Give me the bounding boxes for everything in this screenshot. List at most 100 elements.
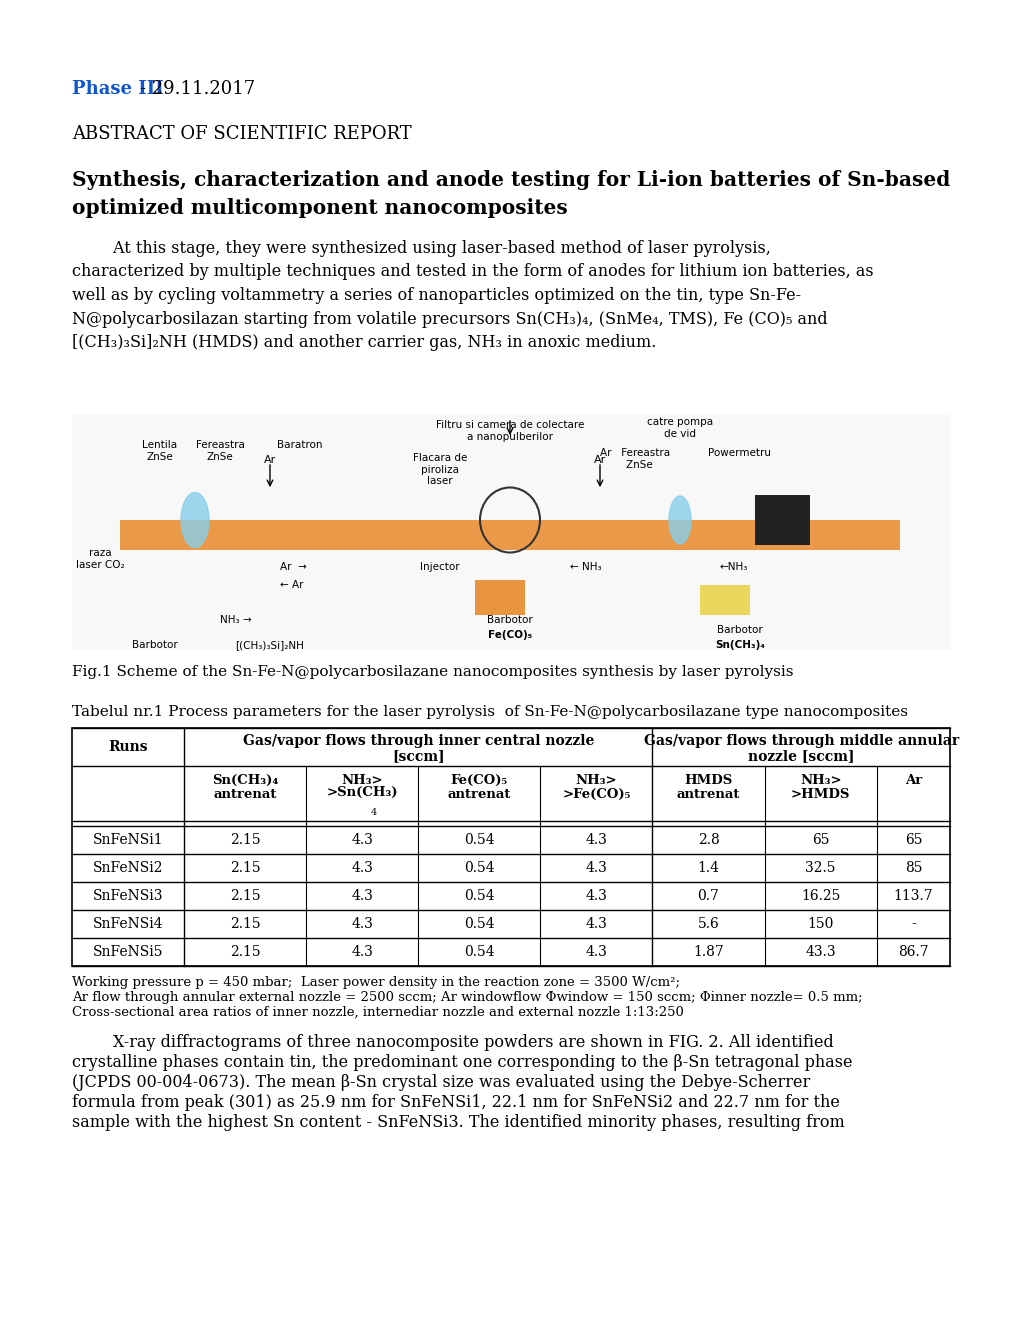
Text: ←NH₃: ←NH₃ bbox=[719, 562, 748, 572]
Text: Fe(CO)₅: Fe(CO)₅ bbox=[487, 630, 532, 640]
Text: 65: 65 bbox=[811, 833, 828, 847]
Text: SnFeNSi3: SnFeNSi3 bbox=[93, 888, 163, 903]
Text: Ar: Ar bbox=[904, 774, 921, 787]
Text: optimized multicomponent nanocomposites: optimized multicomponent nanocomposites bbox=[72, 198, 568, 218]
Text: 5.6: 5.6 bbox=[697, 917, 718, 931]
Text: ← Ar: ← Ar bbox=[280, 579, 304, 590]
Text: Runs: Runs bbox=[108, 741, 148, 754]
Text: X-ray diffractograms of three nanocomposite powders are shown in FIG. 2. All ide: X-ray diffractograms of three nanocompos… bbox=[72, 1034, 833, 1051]
Text: 2.15: 2.15 bbox=[229, 861, 260, 875]
Text: [(CH₃)₃Si]₂NH: [(CH₃)₃Si]₂NH bbox=[235, 640, 304, 649]
Text: Filtru si camera de colectare
a nanopulberilor: Filtru si camera de colectare a nanopulb… bbox=[435, 420, 584, 442]
Text: SnFeNSi1: SnFeNSi1 bbox=[93, 833, 163, 847]
Text: antrenat: antrenat bbox=[213, 788, 276, 801]
Text: 0.54: 0.54 bbox=[464, 861, 494, 875]
Text: Sn(CH₃)₄: Sn(CH₃)₄ bbox=[714, 640, 764, 649]
Text: 32.5: 32.5 bbox=[805, 861, 836, 875]
Text: Injector: Injector bbox=[420, 562, 460, 572]
Text: Baratron: Baratron bbox=[277, 440, 322, 450]
Text: 4.3: 4.3 bbox=[351, 861, 373, 875]
Ellipse shape bbox=[180, 492, 209, 548]
Text: >Fe(CO)₅: >Fe(CO)₅ bbox=[561, 788, 630, 801]
Text: 113.7: 113.7 bbox=[893, 888, 932, 903]
Text: Ar: Ar bbox=[264, 455, 276, 465]
Text: 1.4: 1.4 bbox=[697, 861, 718, 875]
Text: Powermetru: Powermetru bbox=[708, 447, 770, 458]
Text: Gas/vapor flows through middle annular: Gas/vapor flows through middle annular bbox=[643, 734, 958, 748]
Bar bbox=[475, 579, 525, 615]
Text: sample with the highest Sn content - SnFeNSi3. The identified minority phases, r: sample with the highest Sn content - SnF… bbox=[72, 1114, 844, 1131]
Text: Barbotor: Barbotor bbox=[716, 624, 762, 635]
Text: 43.3: 43.3 bbox=[805, 945, 836, 960]
Text: NH₃>: NH₃> bbox=[341, 774, 383, 787]
Text: At this stage, they were synthesized using laser-based method of laser pyrolysis: At this stage, they were synthesized usi… bbox=[72, 240, 872, 351]
Text: SnFeNSi4: SnFeNSi4 bbox=[93, 917, 163, 931]
Text: antrenat: antrenat bbox=[677, 788, 740, 801]
Text: [sccm]: [sccm] bbox=[391, 748, 444, 763]
Text: raza
laser CO₂: raza laser CO₂ bbox=[75, 548, 124, 570]
Text: Barbotor: Barbotor bbox=[487, 615, 532, 624]
Text: SnFeNSi2: SnFeNSi2 bbox=[93, 861, 163, 875]
Text: Ar flow through annular external nozzle = 2500 sccm; Ar windowflow Φwindow = 150: Ar flow through annular external nozzle … bbox=[72, 991, 862, 1005]
Text: 2.15: 2.15 bbox=[229, 917, 260, 931]
Ellipse shape bbox=[668, 496, 690, 544]
Text: Fig.1 Scheme of the Sn-Fe-N@polycarbosilazane nanocomposites synthesis by laser : Fig.1 Scheme of the Sn-Fe-N@polycarbosil… bbox=[72, 665, 793, 678]
Text: Ar: Ar bbox=[593, 455, 605, 465]
Text: 4.3: 4.3 bbox=[351, 833, 373, 847]
Bar bbox=[72, 729, 949, 966]
Text: 4.3: 4.3 bbox=[351, 917, 373, 931]
Text: 4.3: 4.3 bbox=[585, 888, 606, 903]
Text: 0.7: 0.7 bbox=[697, 888, 718, 903]
Text: 16.25: 16.25 bbox=[800, 888, 840, 903]
Bar bbox=[72, 414, 949, 649]
Text: Tabelul nr.1 Process parameters for the laser pyrolysis  of Sn-Fe-N@polycarbosil: Tabelul nr.1 Process parameters for the … bbox=[72, 705, 907, 719]
Text: 2.15: 2.15 bbox=[229, 833, 260, 847]
Text: Synthesis, characterization and anode testing for Li-ion batteries of Sn-based: Synthesis, characterization and anode te… bbox=[72, 170, 950, 190]
Text: NH₃>: NH₃> bbox=[799, 774, 841, 787]
Text: Phase III: Phase III bbox=[72, 81, 164, 98]
Text: Working pressure p = 450 mbar;  Laser power density in the reaction zone = 3500 : Working pressure p = 450 mbar; Laser pow… bbox=[72, 975, 680, 989]
Text: Gas/vapor flows through inner central nozzle: Gas/vapor flows through inner central no… bbox=[243, 734, 593, 748]
Text: HMDS: HMDS bbox=[684, 774, 732, 787]
Text: 86.7: 86.7 bbox=[897, 945, 928, 960]
Text: Flacara de
piroliza
laser: Flacara de piroliza laser bbox=[413, 453, 467, 486]
Text: catre pompa
de vid: catre pompa de vid bbox=[646, 417, 712, 438]
Text: 2.8: 2.8 bbox=[697, 833, 718, 847]
Bar bbox=[754, 495, 809, 545]
Text: formula from peak (301) as 25.9 nm for SnFeNSi1, 22.1 nm for SnFeNSi2 and 22.7 n: formula from peak (301) as 25.9 nm for S… bbox=[72, 1094, 839, 1111]
Text: Barbotor: Barbotor bbox=[132, 640, 177, 649]
Text: 4: 4 bbox=[371, 808, 377, 817]
Bar bbox=[699, 585, 749, 615]
Text: 4.3: 4.3 bbox=[585, 917, 606, 931]
Text: 2.15: 2.15 bbox=[229, 945, 260, 960]
Text: 0.54: 0.54 bbox=[464, 917, 494, 931]
Text: 150: 150 bbox=[807, 917, 834, 931]
Text: (JCPDS 00-004-0673). The mean β-Sn crystal size was evaluated using the Debye-Sc: (JCPDS 00-004-0673). The mean β-Sn cryst… bbox=[72, 1074, 809, 1092]
Text: 4.3: 4.3 bbox=[585, 861, 606, 875]
Text: Cross-sectional area ratios of inner nozzle, internediar nozzle and external noz: Cross-sectional area ratios of inner noz… bbox=[72, 1006, 683, 1019]
Text: 4.3: 4.3 bbox=[351, 945, 373, 960]
Text: Sn(CH₃)₄: Sn(CH₃)₄ bbox=[212, 774, 278, 787]
Text: antrenat: antrenat bbox=[447, 788, 511, 801]
Text: 0.54: 0.54 bbox=[464, 888, 494, 903]
Text: Ar   Fereastra
        ZnSe: Ar Fereastra ZnSe bbox=[599, 447, 669, 470]
Text: >Sn(CH₃): >Sn(CH₃) bbox=[326, 785, 397, 799]
Text: NH₃>: NH₃> bbox=[575, 774, 616, 787]
Text: ABSTRACT OF SCIENTIFIC REPORT: ABSTRACT OF SCIENTIFIC REPORT bbox=[72, 125, 412, 143]
Text: nozzle [sccm]: nozzle [sccm] bbox=[747, 748, 854, 763]
Text: Fe(CO)₅: Fe(CO)₅ bbox=[450, 774, 507, 787]
Text: 65: 65 bbox=[904, 833, 921, 847]
Bar bbox=[120, 520, 899, 550]
Text: NH₃ →: NH₃ → bbox=[220, 615, 252, 624]
Text: 4.3: 4.3 bbox=[585, 945, 606, 960]
Text: Lentila
ZnSe: Lentila ZnSe bbox=[143, 440, 177, 462]
Text: 4.3: 4.3 bbox=[351, 888, 373, 903]
Text: 4.3: 4.3 bbox=[585, 833, 606, 847]
Text: -: - bbox=[910, 917, 915, 931]
Text: 85: 85 bbox=[904, 861, 921, 875]
Text: >HMDS: >HMDS bbox=[791, 788, 850, 801]
Text: 2.15: 2.15 bbox=[229, 888, 260, 903]
Text: 1.87: 1.87 bbox=[693, 945, 723, 960]
Text: SnFeNSi5: SnFeNSi5 bbox=[93, 945, 163, 960]
Text: 0.54: 0.54 bbox=[464, 833, 494, 847]
